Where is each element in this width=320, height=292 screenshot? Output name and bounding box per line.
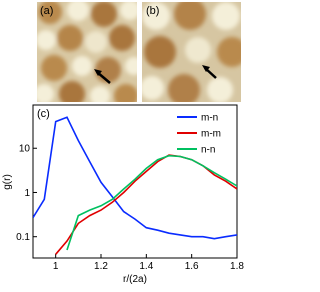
figure: (a) (b) (c) r/(2a) g(r) 1 1.2 1.4 1.6 1.8 0.1… bbox=[2, 2, 244, 285]
y-tick-label: 1 bbox=[24, 188, 30, 199]
micrograph-b bbox=[142, 2, 241, 102]
x-axis-label: r/(2a) bbox=[123, 274, 147, 285]
series-line bbox=[66, 154, 237, 251]
panel-label: (a) bbox=[40, 5, 53, 17]
x-tick-label: 1.4 bbox=[139, 261, 153, 272]
legend-label: m-m bbox=[201, 129, 221, 140]
series-line bbox=[33, 116, 237, 240]
y-tick-label: 10 bbox=[19, 144, 31, 155]
legend-label: n-n bbox=[201, 145, 215, 156]
y-axis-label: g(r) bbox=[2, 174, 13, 190]
micrograph-a bbox=[37, 2, 137, 102]
y-tick-label: 0.1 bbox=[16, 232, 30, 243]
x-tick-label: 1.8 bbox=[230, 261, 244, 272]
panel-label: (b) bbox=[146, 5, 159, 17]
x-tick-label: 1 bbox=[53, 261, 59, 272]
panel-label: (c) bbox=[37, 108, 50, 120]
legend-label: m-n bbox=[201, 113, 218, 124]
x-tick-label: 1.6 bbox=[185, 261, 199, 272]
plot-frame bbox=[32, 104, 238, 259]
x-tick-label: 1.2 bbox=[94, 261, 108, 272]
